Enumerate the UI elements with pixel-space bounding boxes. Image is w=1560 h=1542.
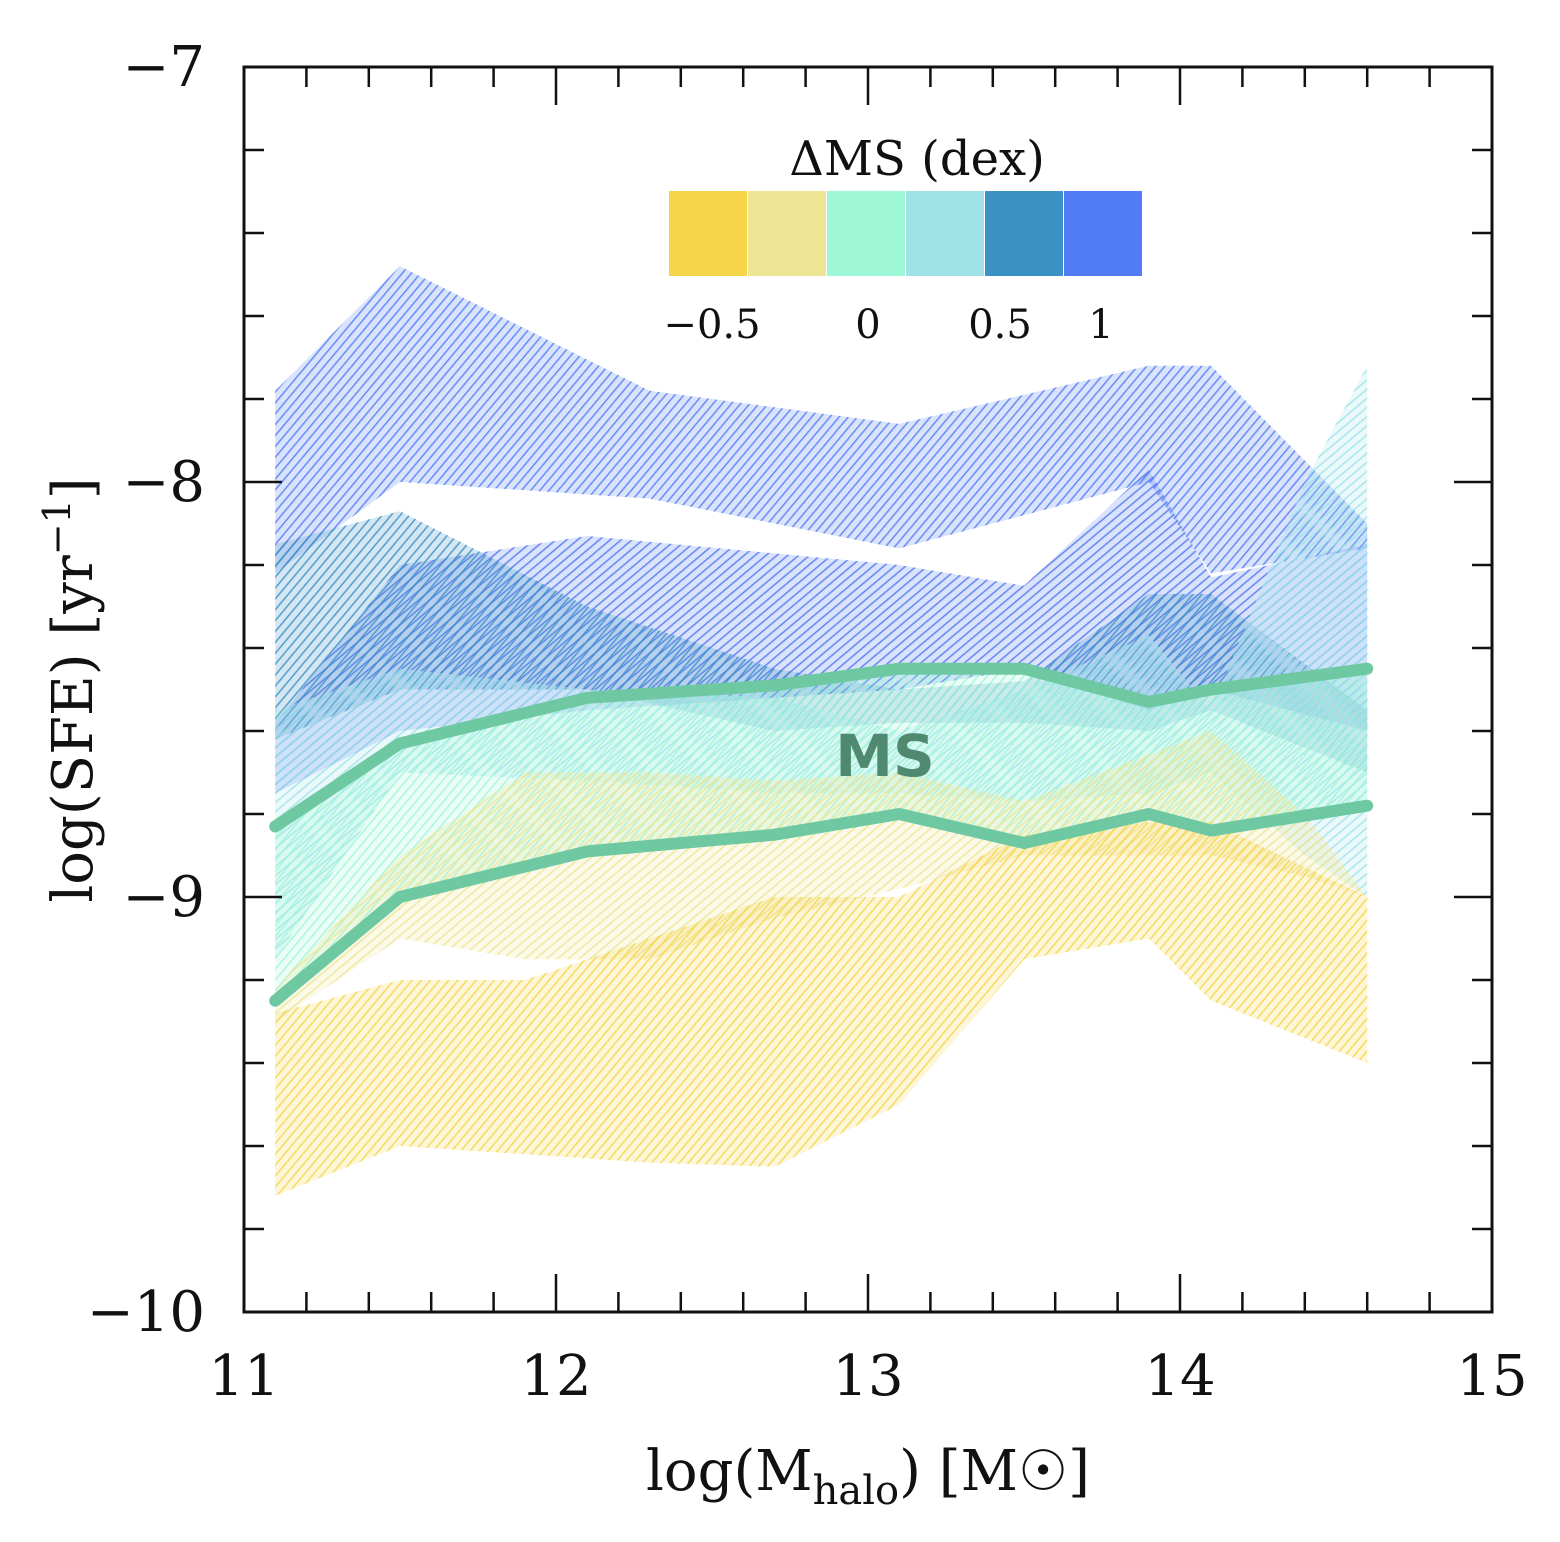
ms-label: MS: [835, 722, 935, 790]
axis-tick-labels: 11 12 13 14 15 −10 −9 −8 −7: [87, 35, 1528, 1409]
y-axis-title-main: log(SFE) [yr: [41, 555, 106, 903]
y-tick-label: −8: [122, 450, 205, 515]
colorbar-tick-label: 0.5: [968, 302, 1032, 348]
y-axis-title-close: ]: [41, 477, 106, 499]
axis-ticks: [242, 65, 1494, 1314]
colorbar-tick-label: 1: [1088, 302, 1113, 348]
colorbar-tick-label: 0: [855, 302, 880, 348]
ms-boundaries: [269, 662, 1374, 1007]
x-axis-title-sub: halo: [813, 1468, 899, 1514]
y-tick-label: −10: [87, 1280, 205, 1345]
y-axis-title-sup: −1: [35, 499, 79, 555]
y-tick-label: −9: [122, 865, 205, 930]
x-tick-label: 14: [1144, 1344, 1215, 1409]
colorbar-swatch: [985, 191, 1063, 276]
x-tick-label: 11: [208, 1344, 279, 1409]
x-axis-title-close: ]: [1068, 1439, 1090, 1504]
colorbar-swatch: [827, 191, 905, 276]
colorbar-title: ΔMS (dex): [789, 131, 1045, 187]
ms-lower-line: [269, 799, 1374, 1007]
x-tick-label: 13: [832, 1344, 903, 1409]
band-5: [275, 731, 1368, 1022]
x-axis-title-sun: ☉: [1018, 1439, 1068, 1504]
colorbar: ΔMS (dex) −0.5 0 0.5 1: [663, 131, 1142, 348]
x-tick-label: 12: [520, 1344, 591, 1409]
x-tick-label: 15: [1456, 1344, 1527, 1409]
colorbar-swatch: [1064, 191, 1142, 276]
y-axis-title: log(SFE) [yr−1]: [35, 477, 106, 902]
band-4: [275, 668, 1368, 1001]
colorbar-swatch: [748, 191, 826, 276]
x-axis-title-tail: ) [M: [899, 1439, 1018, 1504]
band-6: [275, 822, 1368, 1196]
x-axis-title-main: log(M: [646, 1439, 813, 1504]
colorbar-tick-label: −0.5: [663, 302, 760, 348]
colorbar-swatch: [906, 191, 984, 276]
x-axis-title: log(Mhalo) [M☉]: [646, 1439, 1090, 1514]
band-0: [275, 266, 1368, 574]
colorbar-swatch: [669, 191, 747, 276]
y-tick-label: −7: [122, 35, 205, 100]
ms-upper-line: [269, 662, 1374, 833]
band-3: [275, 365, 1368, 960]
